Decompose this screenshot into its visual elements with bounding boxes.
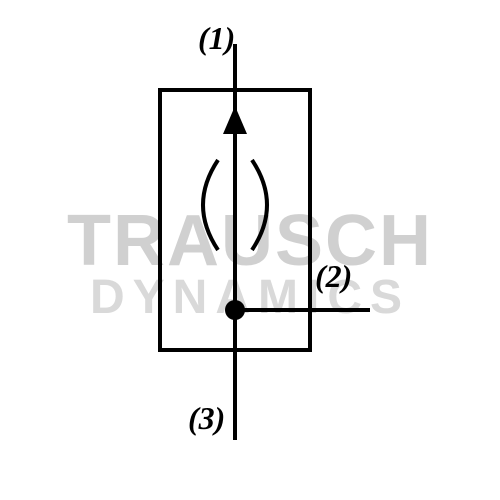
hydraulic-schematic [0, 0, 500, 500]
port-label-1: (1) [198, 20, 235, 57]
orifice-arc-left [203, 160, 218, 250]
orifice-arc-right [252, 160, 267, 250]
port-label-3: (3) [188, 400, 225, 437]
flow-arrow-icon [223, 106, 247, 134]
port-label-2: (2) [315, 258, 352, 295]
